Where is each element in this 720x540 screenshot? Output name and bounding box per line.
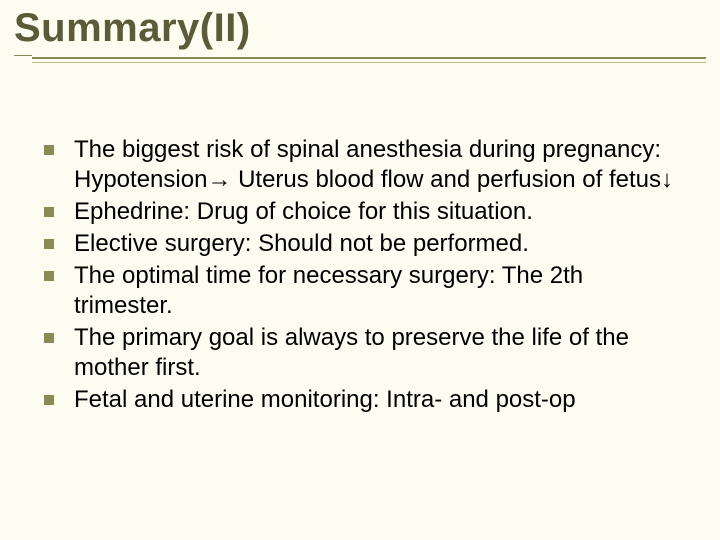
list-item-text: The primary goal is always to preserve t…: [74, 323, 676, 383]
title-rule-left: [14, 55, 32, 56]
square-bullet-icon: [44, 207, 54, 217]
title-rule-inner: [32, 62, 706, 63]
square-bullet-icon: [44, 271, 54, 281]
list-item: The biggest risk of spinal anesthesia du…: [44, 135, 676, 195]
content-region: The biggest risk of spinal anesthesia du…: [0, 63, 720, 415]
list-item: The optimal time for necessary surgery: …: [44, 261, 676, 321]
list-item: Elective surgery: Should not be performe…: [44, 229, 676, 259]
list-item-text: Elective surgery: Should not be performe…: [74, 229, 676, 259]
square-bullet-icon: [44, 333, 54, 343]
list-item-text: Fetal and uterine monitoring: Intra- and…: [74, 385, 676, 415]
square-bullet-icon: [44, 239, 54, 249]
square-bullet-icon: [44, 145, 54, 155]
square-bullet-icon: [44, 395, 54, 405]
list-item: Fetal and uterine monitoring: Intra- and…: [44, 385, 676, 415]
list-item: The primary goal is always to preserve t…: [44, 323, 676, 383]
list-item-text: The biggest risk of spinal anesthesia du…: [74, 135, 676, 195]
title-region: Summary(II): [0, 0, 720, 57]
list-item-text: Ephedrine: Drug of choice for this situa…: [74, 197, 676, 227]
slide: Summary(II) The biggest risk of spinal a…: [0, 0, 720, 540]
list-item: Ephedrine: Drug of choice for this situa…: [44, 197, 676, 227]
title-rule-outer: [32, 57, 706, 63]
slide-title: Summary(II): [14, 6, 706, 57]
list-item-text: The optimal time for necessary surgery: …: [74, 261, 676, 321]
